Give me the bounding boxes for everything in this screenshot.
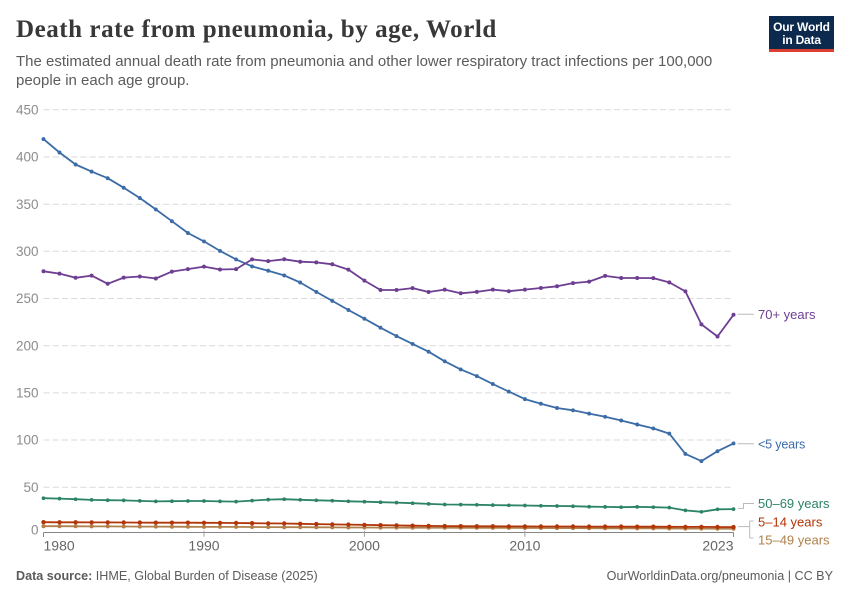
svg-text:250: 250 [16,291,39,306]
svg-text:200: 200 [16,338,39,353]
svg-text:100: 100 [16,433,39,448]
svg-text:1980: 1980 [44,538,75,554]
svg-text:50–69 years: 50–69 years [758,496,830,511]
svg-text:450: 450 [16,103,39,118]
svg-text:350: 350 [16,197,39,212]
svg-text:5–14 years: 5–14 years [758,515,823,530]
svg-text:50: 50 [23,480,38,495]
svg-text:<5 years: <5 years [758,437,805,451]
svg-text:0: 0 [31,523,39,538]
svg-text:2000: 2000 [349,538,380,554]
svg-text:2010: 2010 [509,538,540,554]
svg-text:70+ years: 70+ years [758,307,816,322]
svg-text:300: 300 [16,244,39,259]
svg-text:15–49 years: 15–49 years [758,533,830,548]
svg-text:1990: 1990 [188,538,219,554]
svg-text:400: 400 [16,150,39,165]
svg-text:2023: 2023 [702,538,733,554]
svg-text:150: 150 [16,386,39,401]
